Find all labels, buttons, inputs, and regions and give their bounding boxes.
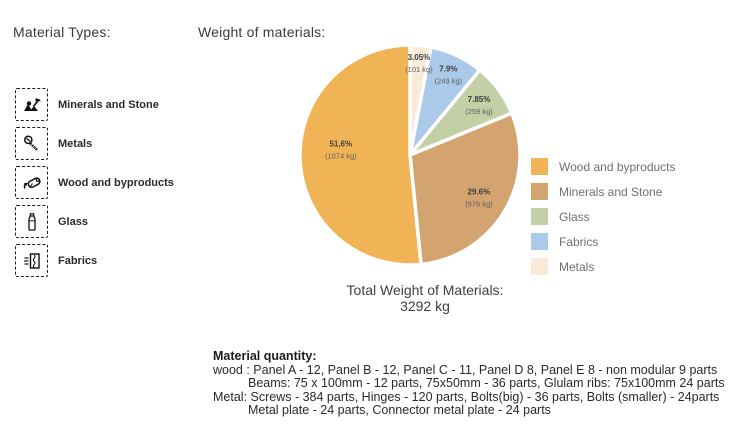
quantity-line-metal: Metal: Screws - 384 parts, Hinges - 120 … <box>213 389 720 404</box>
legend-item-minerals: Minerals and Stone <box>531 183 676 200</box>
material-quantity: Material quantity: wood : Panel A - 12, … <box>213 349 725 418</box>
material-quantity-title: Material quantity: <box>213 349 317 363</box>
screw-icon <box>15 127 48 160</box>
pie-label-kg: (249 kg) <box>435 76 463 85</box>
quantity-line-beams: Beams: 75 x 100mm - 12 parts, 75x50mm - … <box>248 376 725 390</box>
legend-swatch-fabrics <box>531 233 548 250</box>
pie-label-kg: (1074 kg) <box>325 151 357 160</box>
wood-log-icon <box>15 166 48 199</box>
material-types-title: Material Types: <box>13 24 111 40</box>
total-weight-value: 3292 kg <box>400 298 450 314</box>
fabric-roll-icon <box>15 244 48 277</box>
legend-item-fabrics: Fabrics <box>531 233 676 250</box>
bottle-icon <box>15 205 48 238</box>
pie-slice-wood-and-byproducts <box>298 43 423 267</box>
legend-swatch-glass <box>531 208 548 225</box>
material-type-row-fabrics: Fabrics <box>15 244 97 277</box>
pie-label-percent: 29.6% <box>468 187 491 196</box>
legend-swatch-metals <box>531 258 548 275</box>
material-type-label: Glass <box>58 215 88 228</box>
pie-label-percent: 51,6% <box>329 139 352 148</box>
material-type-row-metals: Metals <box>15 127 92 160</box>
total-weight: Total Weight of Materials: 3292 kg <box>300 282 550 314</box>
pie-label-kg: (979 kg) <box>465 199 493 208</box>
pie-legend: Wood and byproducts Minerals and Stone G… <box>531 158 676 283</box>
material-type-row-glass: Glass <box>15 205 88 238</box>
legend-item-glass: Glass <box>531 208 676 225</box>
pie-label-percent: 7.85% <box>468 95 491 104</box>
pie-label-kg: (101 kg) <box>405 65 433 74</box>
material-type-row-minerals: Minerals and Stone <box>15 88 159 121</box>
chart-title: Weight of materials: <box>198 24 326 40</box>
pie-label-percent: 3.05% <box>408 53 431 62</box>
total-weight-label: Total Weight of Materials: <box>346 282 504 298</box>
material-type-row-wood: Wood and byproducts <box>15 166 174 199</box>
material-type-label: Wood and byproducts <box>58 176 174 189</box>
legend-swatch-minerals <box>531 183 548 200</box>
material-type-label: Minerals and Stone <box>58 98 159 111</box>
legend-swatch-wood <box>531 158 548 175</box>
material-type-label: Metals <box>58 137 93 150</box>
quantity-line-wood: wood : Panel A - 12, Panel B - 12, Panel… <box>213 362 718 377</box>
minerals-stone-icon <box>15 88 48 121</box>
pie-slice-minerals-and-stone <box>408 111 522 267</box>
pie-chart: 3.05% (101 kg) 7.9% (249 kg) 7.85% (259 kg) 29… <box>298 43 522 267</box>
legend-item-wood: Wood and byproducts <box>531 158 676 175</box>
legend-item-metals: Metals <box>531 258 676 275</box>
material-type-label: Fabrics <box>58 254 98 267</box>
quantity-line-metal-plate: Metal plate - 24 parts, Connector metal … <box>248 403 551 417</box>
pie-label-kg: (259 kg) <box>465 107 493 116</box>
pie-label-percent: 7.9% <box>439 64 457 73</box>
